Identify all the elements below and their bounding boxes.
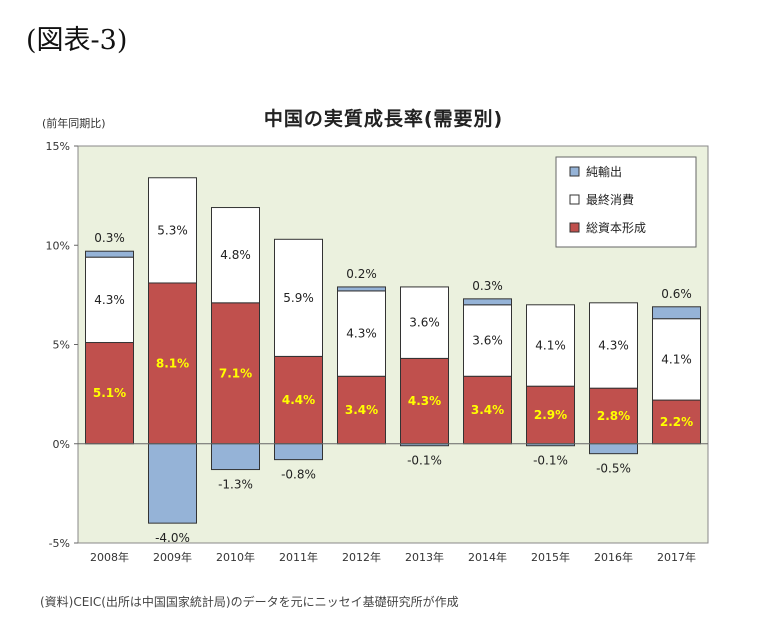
data-label-net-exports: 0.3% [472,279,503,293]
data-label-capital-formation: 7.1% [219,366,252,380]
bar-final-consumption [526,304,575,387]
bar-capital-formation [652,399,701,445]
data-label-capital-formation: 4.3% [408,394,441,408]
data-label-final-consumption: 3.6% [409,316,440,330]
bar-final-consumption [652,318,701,401]
x-tick-label: 2014年 [468,550,507,564]
legend-swatch [569,166,580,177]
x-tick-label: 2011年 [279,550,318,564]
legend-label: 純輸出 [586,164,622,179]
data-label-capital-formation: 4.4% [282,393,315,407]
bar-capital-formation [589,387,638,445]
bar-final-consumption [211,207,260,304]
data-label-net-exports: 0.2% [346,267,377,281]
data-label-net-exports: 0.3% [94,231,125,245]
x-tick-label: 2009年 [153,550,192,564]
bar-capital-formation [85,342,134,445]
data-label-capital-formation: 2.9% [534,408,567,422]
x-tick-label: 2012年 [342,550,381,564]
x-tick-label: 2008年 [90,550,129,564]
bar-net-exports [652,306,701,320]
bars [85,177,701,524]
figure-label: (図表-3) [26,25,128,56]
data-labels: 5.1% 4.3% 0.3% 8.1% 5.3% -4.0% 7.1% 4.8% -1.3% 4.… [93,223,693,545]
bar-final-consumption [337,290,386,377]
data-label-final-consumption: 4.3% [346,327,377,341]
y-tick-label: 5% [53,339,70,352]
data-label-capital-formation: 5.1% [93,386,126,400]
data-label-capital-formation: 2.2% [660,415,693,429]
data-label-final-consumption: 5.3% [157,223,188,237]
y-tick-label: 0% [53,438,70,451]
bar-capital-formation [400,357,449,445]
legend-label: 最終消費 [586,192,634,207]
y-tick-label: 15% [46,140,70,153]
data-label-capital-formation: 8.1% [156,356,189,370]
x-tick-label: 2017年 [657,550,696,564]
chart-title: 中国の実質成長率(需要別) [263,108,504,130]
x-tick-label: 2016年 [594,550,633,564]
bar-net-exports [274,443,323,461]
bar-net-exports [85,250,134,258]
data-label-net-exports: -4.0% [155,531,190,545]
bar-net-exports [148,443,197,524]
data-label-capital-formation: 2.8% [597,409,630,423]
bar-final-consumption [148,177,197,284]
bar-final-consumption [400,286,449,359]
y-axis-unit-label: (前年同期比) [42,117,106,130]
data-label-capital-formation: 3.4% [471,403,504,417]
data-label-net-exports: -0.5% [596,462,631,476]
y-tick-label: -5% [49,537,70,550]
data-label-capital-formation: 3.4% [345,403,378,417]
bar-net-exports [211,443,260,471]
legend-label: 総資本形成 [586,221,646,235]
x-tick-label: 2013年 [405,550,444,564]
data-label-net-exports: -0.1% [533,454,568,468]
source-note: (資料)CEIC(出所は中国国家統計局)のデータを元にニッセイ基礎研究所が作成 [40,595,459,609]
bar-net-exports [337,286,386,292]
legend-swatch [569,194,580,205]
data-label-final-consumption: 3.6% [472,334,503,348]
data-label-final-consumption: 4.1% [661,352,692,366]
data-label-final-consumption: 4.1% [535,338,566,352]
data-label-final-consumption: 5.9% [283,291,314,305]
data-label-net-exports: -0.8% [281,468,316,482]
data-label-final-consumption: 4.8% [220,248,251,262]
bar-capital-formation [274,355,323,445]
bar-net-exports [463,298,512,306]
data-label-net-exports: 0.6% [661,287,692,301]
y-tick-label: 10% [46,239,70,252]
data-label-net-exports: -0.1% [407,454,442,468]
x-tick-label: 2010年 [216,550,255,564]
data-label-final-consumption: 4.3% [94,293,125,307]
bar-capital-formation [337,375,386,445]
x-tick-label: 2015年 [531,550,570,564]
bar-capital-formation [148,282,197,445]
bar-final-consumption [274,238,323,357]
legend-swatch [569,222,580,233]
data-label-final-consumption: 4.3% [598,338,629,352]
axes: -5% 0% 5% 10% 15% 2008年 2009年 2010年 2011年 2012年 20… [46,140,708,564]
bar-final-consumption [85,256,134,344]
bar-final-consumption [589,302,638,389]
data-label-net-exports: -1.3% [218,478,253,492]
bar-net-exports [589,443,638,455]
